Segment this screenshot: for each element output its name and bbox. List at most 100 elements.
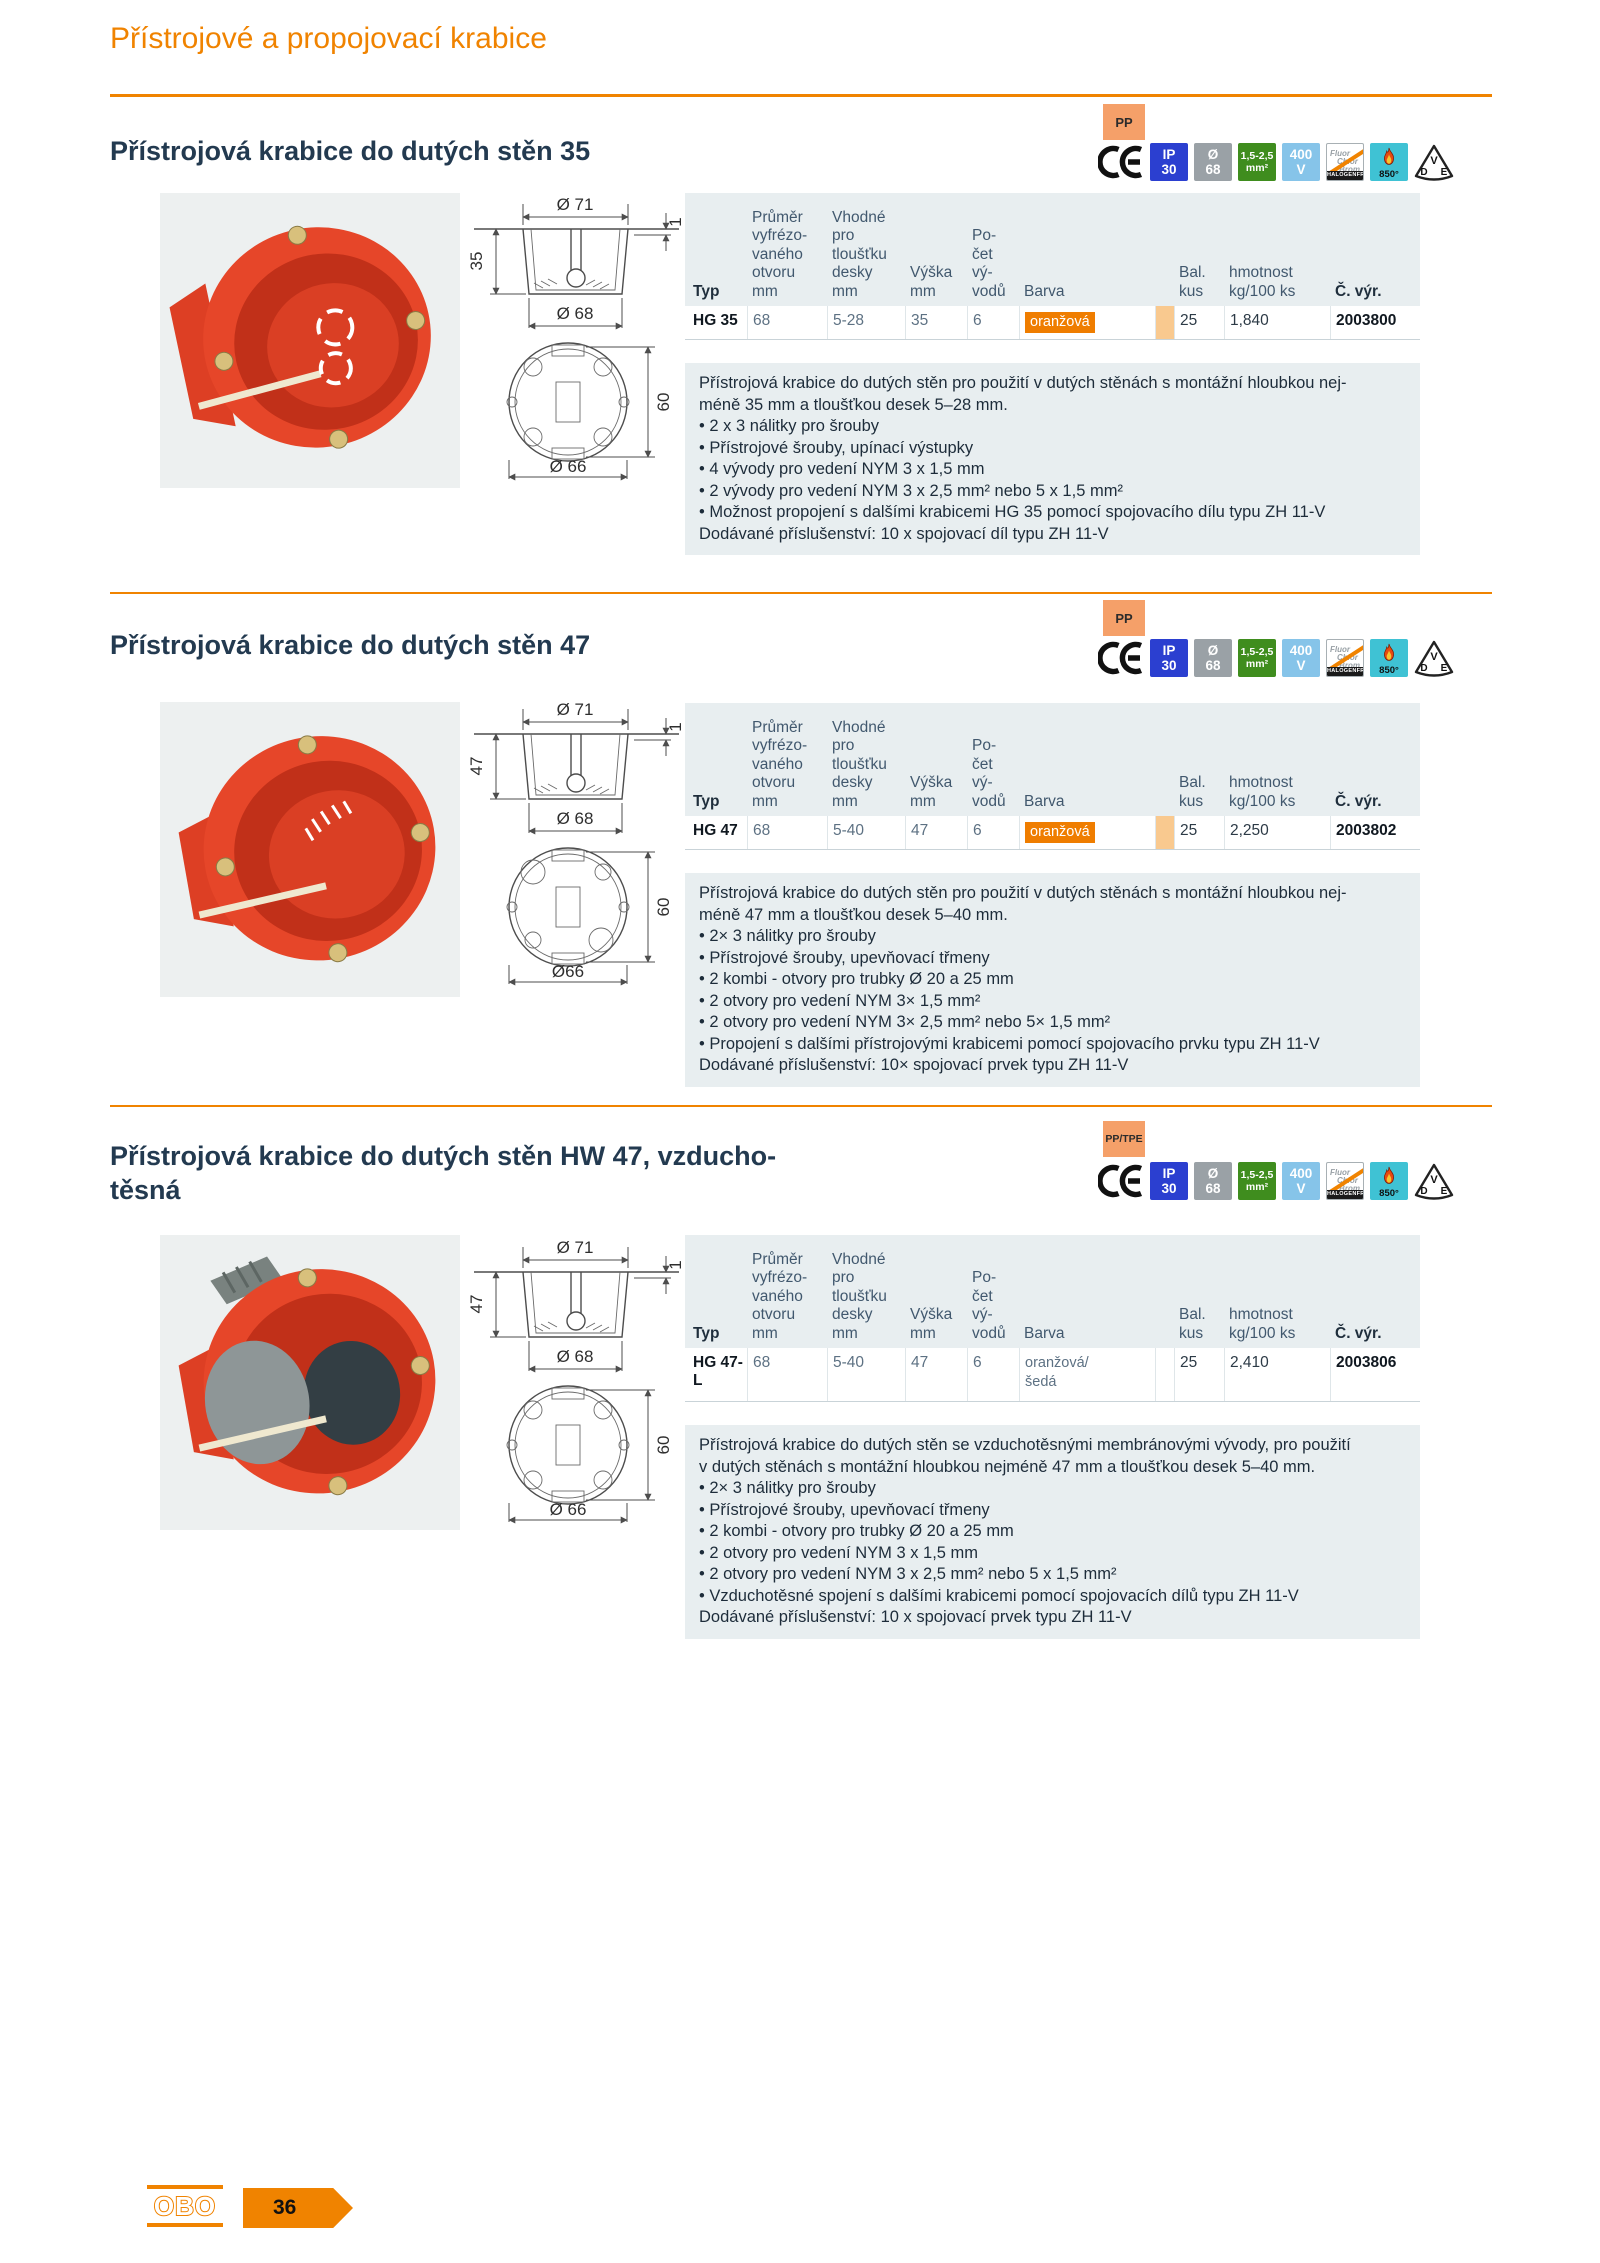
bullet-item: • 2× 3 nálitky pro šrouby xyxy=(699,927,876,945)
svg-text:Ø 66: Ø 66 xyxy=(550,457,587,476)
page-number: 36 xyxy=(273,2196,297,2219)
table-row: HG 47-L 68 5-40 47 6 oranžová/ šedá 25 2… xyxy=(685,1348,1420,1402)
bullet-item: • Možnost propojení s dalšími krabicemi … xyxy=(699,503,1326,521)
bullet-item: • 2 otvory pro vedení NYM 3 x 1,5 mm xyxy=(699,1543,979,1562)
bullet-item: • 2 vývody pro vedení NYM 3 x 2,5 mm² ne… xyxy=(699,481,1123,500)
product-section-hg47: Přístrojová krabice do dutých stěn 47 PP… xyxy=(0,592,1600,1105)
certification-icons: IP 30 Ø 68 1,5-2,5 mm² 400 V Fluor Chlor… xyxy=(1098,142,1454,182)
technical-drawing: Ø 71 1 47 Ø 68 xyxy=(467,700,685,995)
svg-text:V: V xyxy=(1430,155,1438,167)
svg-text:E: E xyxy=(1441,663,1448,674)
product-photo xyxy=(160,193,460,488)
voltage-icon: 400 V xyxy=(1282,1162,1320,1200)
strip-cell xyxy=(1155,306,1174,339)
col-hole: Průměr vyfrézo- vaného otvoru mm xyxy=(752,208,808,300)
certification-icons: IP 30 Ø 68 1,5-2,5 mm² 400 V Fluor Chlor… xyxy=(1098,638,1454,678)
wire-crosssection-icon: 1,5-2,5 mm² xyxy=(1238,143,1276,181)
flame-glyph xyxy=(1384,643,1394,661)
section-title: Přístrojová krabice do dutých stěn HW 47… xyxy=(110,1141,777,1206)
obo-logo: OBO xyxy=(146,2184,224,2233)
strip-cell xyxy=(1155,1348,1174,1401)
diameter68-icon: Ø 68 xyxy=(1194,1162,1232,1200)
material-badge: PP xyxy=(1103,600,1145,636)
halogen-free-icon: Fluor Chlor Brom HALOGENFREE xyxy=(1326,1162,1364,1200)
bullet-item: • 2× 3 nálitky pro šrouby xyxy=(699,1479,876,1497)
bullet-item: • 4 vývody pro vedení NYM 3 x 1,5 mm xyxy=(699,460,985,478)
svg-text:1: 1 xyxy=(666,217,685,226)
header-rule xyxy=(110,94,1492,97)
bullet-item: • 2 x 3 nálitky pro šrouby xyxy=(699,417,880,435)
svg-text:60: 60 xyxy=(654,898,673,917)
diameter68-icon: Ø 68 xyxy=(1194,639,1232,677)
table-row: HG 47 68 5-40 47 6 oranžová 25 2,250 200… xyxy=(685,816,1420,850)
voltage-icon: 400 V xyxy=(1282,143,1320,181)
col-outlets: Po- čet vý- vodů xyxy=(972,227,1006,300)
bullet-item: • 2 kombi - otvory pro trubky Ø 20 a 25 … xyxy=(699,970,1014,988)
section-title: Přístrojová krabice do dutých stěn 35 xyxy=(110,136,591,167)
product-photo xyxy=(160,702,460,997)
color-chip: oranžová xyxy=(1025,822,1095,843)
material-badge: PP/TPE xyxy=(1103,1121,1145,1157)
svg-text:D: D xyxy=(1420,1186,1427,1197)
table-header-row: Typ Průměr vyfrézo- vaného otvoru mm Vho… xyxy=(693,1250,1382,1342)
svg-text:D: D xyxy=(1420,167,1427,178)
vde-logo-icon: V D E xyxy=(1414,640,1454,677)
svg-text:E: E xyxy=(1441,1186,1448,1197)
color-chip: oranžová xyxy=(1025,312,1095,333)
bullet-item: • Vzduchotěsné spojení s dalšími krabice… xyxy=(699,1586,1299,1605)
material-badge: PP xyxy=(1103,104,1145,140)
section-divider xyxy=(110,1105,1492,1107)
product-description: Přístrojová krabice do dutých stěn pro p… xyxy=(685,363,1420,555)
page-number-flag: 36 xyxy=(243,2188,353,2228)
certification-icons: IP 30 Ø 68 1,5-2,5 mm² 400 V Fluor Chlor… xyxy=(1098,1161,1454,1201)
bullet-item: • 2 otvory pro vedení NYM 3 x 2,5 mm² ne… xyxy=(699,1565,1117,1583)
bullet-item: • 2 otvory pro vedení NYM 3× 1,5 mm² xyxy=(699,991,981,1010)
svg-text:Ø 68: Ø 68 xyxy=(557,809,594,828)
svg-text:1: 1 xyxy=(666,722,685,731)
svg-text:Ø 71: Ø 71 xyxy=(557,195,594,214)
table-header-row: Typ Průměr vyfrézo- vaného otvoru mm Vho… xyxy=(693,718,1382,810)
section-title: Přístrojová krabice do dutých stěn 47 xyxy=(110,630,591,661)
product-description: Přístrojová krabice do dutých stěn pro p… xyxy=(685,873,1420,1087)
col-typ: Typ xyxy=(693,282,720,300)
col-pack: Bal. kus xyxy=(1179,264,1206,300)
ce-mark-icon xyxy=(1098,641,1143,675)
bullet-item: • Přístrojové šrouby, upevňovací třmeny xyxy=(699,948,990,967)
strip-cell xyxy=(1155,816,1174,849)
svg-text:V: V xyxy=(1430,1174,1438,1186)
svg-text:47: 47 xyxy=(468,1295,486,1314)
svg-text:D: D xyxy=(1420,663,1427,674)
flame-850-icon: 850° xyxy=(1370,1162,1408,1200)
svg-text:47: 47 xyxy=(468,757,486,776)
svg-text:Ø 71: Ø 71 xyxy=(557,700,594,719)
technical-drawing: Ø 71 1 47 Ø 68 xyxy=(467,1238,685,1533)
col-color: Barva xyxy=(1024,282,1065,300)
svg-text:Ø 71: Ø 71 xyxy=(557,1238,594,1257)
diameter68-icon: Ø 68 xyxy=(1194,143,1232,181)
product-description: Přístrojová krabice do dutých stěn se vz… xyxy=(685,1425,1420,1639)
col-weight: hmotnost kg/100 ks xyxy=(1229,264,1296,300)
bullet-item: • Propojení s dalšími přístrojovými krab… xyxy=(699,1034,1320,1053)
svg-text:60: 60 xyxy=(654,1436,673,1455)
table-row: HG 35 68 5-28 35 6 oranžová 25 1,840 200… xyxy=(685,306,1420,340)
flame-850-icon: 850° xyxy=(1370,639,1408,677)
svg-text:60: 60 xyxy=(654,393,673,412)
table-header-row: Typ Průměr vyfrézo- vaného otvoru mm Vho… xyxy=(685,193,1420,306)
wire-crosssection-icon: 1,5-2,5 mm² xyxy=(1238,639,1276,677)
color-cell: oranžová xyxy=(1019,816,1155,849)
bullet-item: • 2 kombi - otvory pro trubky Ø 20 a 25 … xyxy=(699,1522,1014,1540)
ip30-icon: IP 30 xyxy=(1150,639,1188,677)
halogen-free-icon: Fluor Chlor Brom HALOGENFREE xyxy=(1326,143,1364,181)
svg-text:V: V xyxy=(1430,651,1438,663)
svg-text:OBO: OBO xyxy=(154,2191,216,2221)
svg-text:Ø 68: Ø 68 xyxy=(557,304,594,323)
section-divider xyxy=(110,592,1492,594)
voltage-icon: 400 V xyxy=(1282,639,1320,677)
ip30-icon: IP 30 xyxy=(1150,1162,1188,1200)
svg-text:Ø66: Ø66 xyxy=(552,962,584,981)
product-section-hg35: Přístrojová krabice do dutých stěn 35 PP… xyxy=(0,100,1600,592)
spec-table: Typ Průměr vyfrézo- vaného otvoru mm Vho… xyxy=(685,1235,1420,1402)
accessories-line: Dodávané příslušenství: 10× spojovací pr… xyxy=(699,1056,1129,1074)
technical-drawing: Ø 71 1 35 Ø 68 xyxy=(467,195,685,490)
flame-850-icon: 850° xyxy=(1370,143,1408,181)
